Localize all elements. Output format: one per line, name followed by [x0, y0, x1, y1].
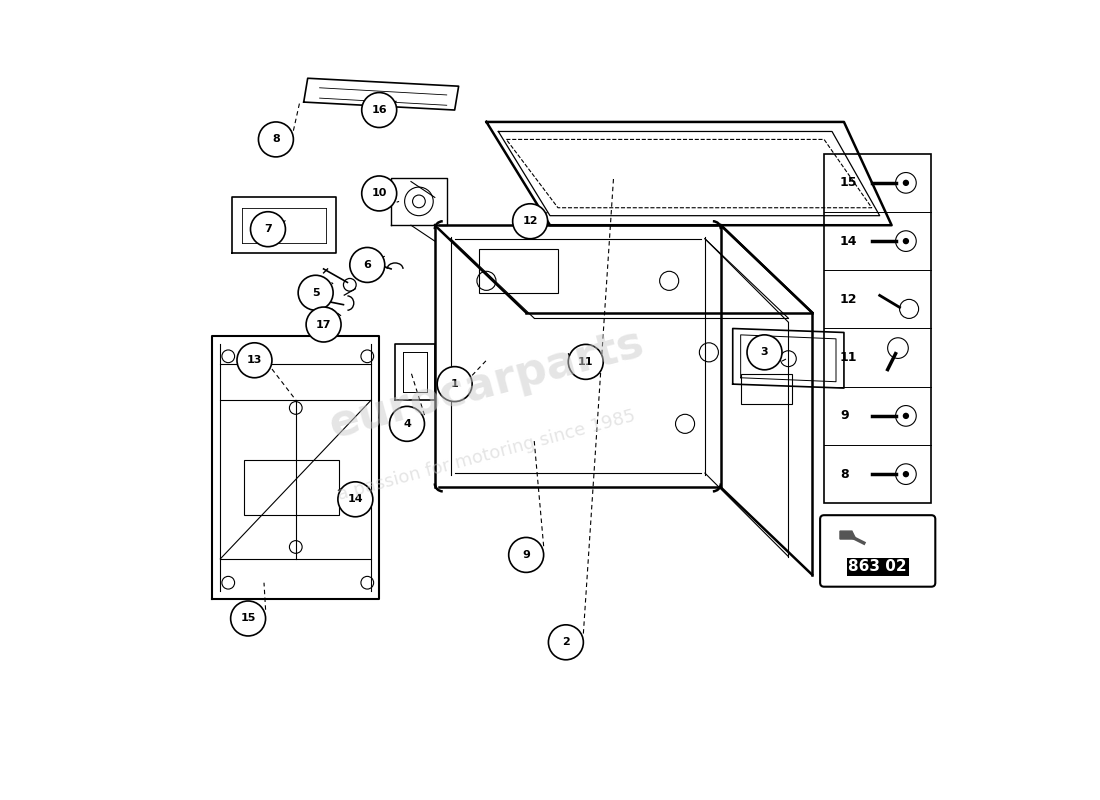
- Text: 14: 14: [840, 234, 858, 248]
- Text: 13: 13: [246, 355, 262, 366]
- Text: 5: 5: [311, 288, 319, 298]
- Circle shape: [231, 601, 265, 636]
- Text: 15: 15: [840, 176, 858, 190]
- Circle shape: [437, 366, 472, 402]
- Circle shape: [251, 212, 286, 246]
- Text: 15: 15: [241, 614, 256, 623]
- Text: 863 02: 863 02: [848, 559, 908, 574]
- Text: 3: 3: [761, 347, 768, 358]
- Circle shape: [258, 122, 294, 157]
- Text: 1: 1: [451, 379, 459, 389]
- Circle shape: [903, 238, 909, 244]
- Circle shape: [362, 93, 397, 127]
- Text: a passion for motoring since 1985: a passion for motoring since 1985: [336, 407, 638, 504]
- Circle shape: [362, 176, 397, 211]
- Bar: [740, 374, 792, 404]
- Text: 2: 2: [562, 638, 570, 647]
- Circle shape: [508, 538, 543, 572]
- Circle shape: [549, 625, 583, 660]
- Text: eurocarparts: eurocarparts: [324, 322, 649, 447]
- Bar: [478, 249, 558, 293]
- Text: 6: 6: [363, 260, 371, 270]
- Circle shape: [903, 471, 909, 478]
- Text: 8: 8: [272, 134, 279, 145]
- Text: 17: 17: [316, 319, 331, 330]
- Text: 16: 16: [372, 105, 387, 115]
- Text: 4: 4: [403, 419, 411, 429]
- Text: 7: 7: [264, 224, 272, 234]
- Circle shape: [747, 335, 782, 370]
- Bar: [244, 459, 340, 515]
- Circle shape: [298, 275, 333, 310]
- Circle shape: [569, 344, 603, 379]
- Circle shape: [513, 204, 548, 238]
- Circle shape: [306, 307, 341, 342]
- Circle shape: [338, 482, 373, 517]
- Circle shape: [350, 247, 385, 282]
- Text: 8: 8: [840, 468, 848, 481]
- Text: 11: 11: [578, 357, 594, 367]
- Text: 14: 14: [348, 494, 363, 504]
- Text: 9: 9: [840, 410, 848, 422]
- Text: 9: 9: [522, 550, 530, 560]
- Circle shape: [903, 180, 909, 186]
- Polygon shape: [840, 531, 856, 539]
- Text: 12: 12: [522, 216, 538, 226]
- Text: 12: 12: [840, 293, 858, 306]
- Circle shape: [236, 342, 272, 378]
- Text: 11: 11: [840, 351, 858, 364]
- Circle shape: [903, 413, 909, 419]
- Circle shape: [389, 406, 425, 442]
- Text: 10: 10: [372, 189, 387, 198]
